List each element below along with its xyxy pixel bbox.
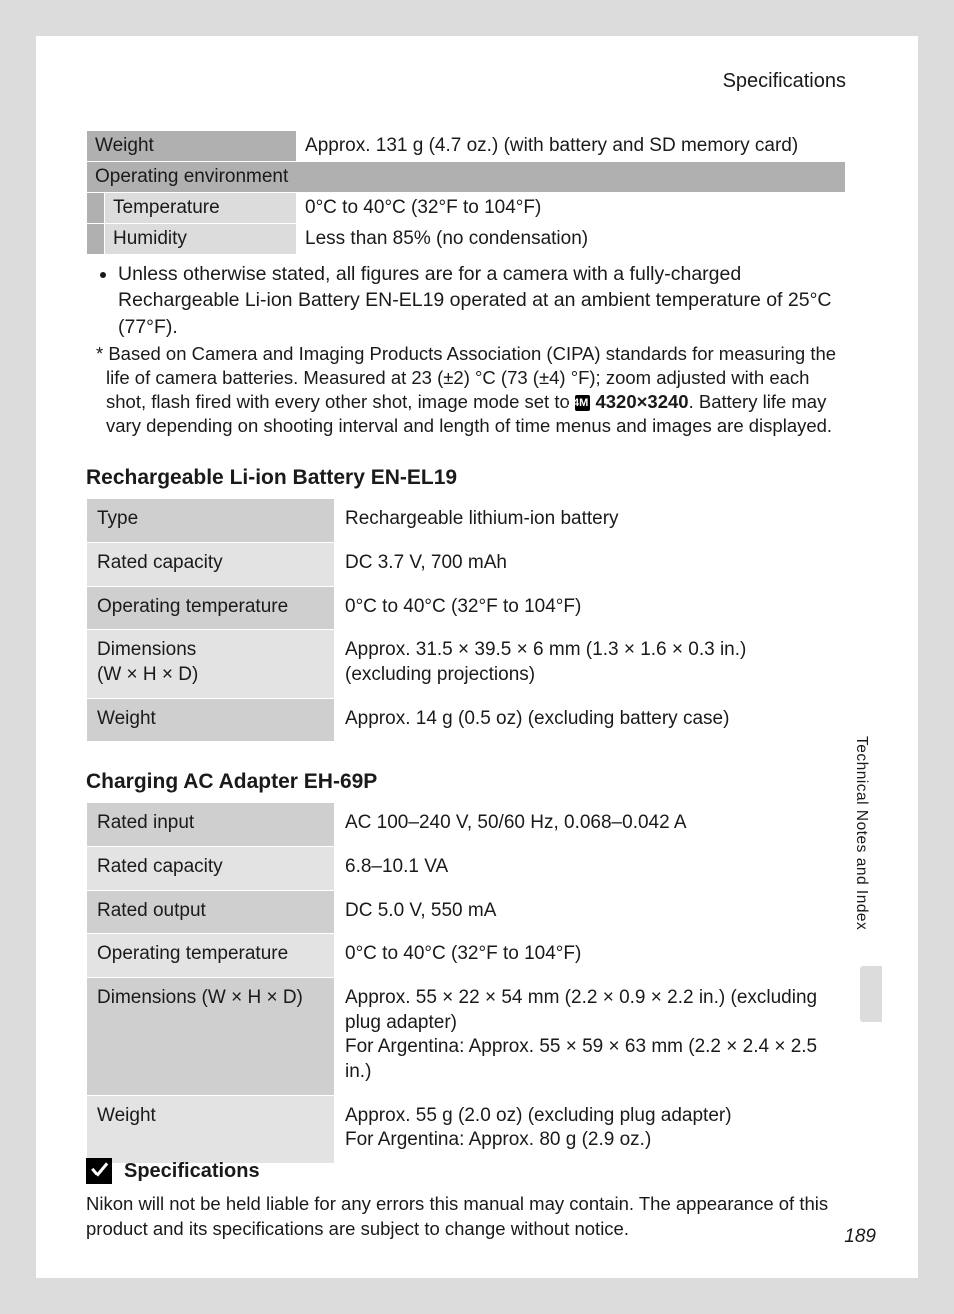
table-row-label: Temperature xyxy=(105,193,297,224)
footer-heading-text: Specifications xyxy=(124,1160,260,1183)
table-row-label: Dimensions (W × H × D) xyxy=(87,978,335,1096)
table-row-value: Approx. 131 g (4.7 oz.) (with battery an… xyxy=(297,131,846,162)
battery-spec-table: TypeRechargeable lithium-ion batteryRate… xyxy=(86,498,846,742)
asterisk-note: * Based on Camera and Imaging Products A… xyxy=(86,342,846,438)
page-number: 189 xyxy=(844,1226,876,1248)
footer-heading: Specifications xyxy=(86,1158,846,1184)
sidebar-section-label: Technical Notes and Index xyxy=(852,736,870,930)
table-row-label: Operating temperature xyxy=(87,586,335,630)
content-area: WeightApprox. 131 g (4.7 oz.) (with batt… xyxy=(86,130,846,1164)
table-row-label: Operating temperature xyxy=(87,934,335,978)
table-row-value: DC 5.0 V, 550 mA xyxy=(335,890,846,934)
table-row-label: Rated capacity xyxy=(87,846,335,890)
adapter-spec-table: Rated inputAC 100–240 V, 50/60 Hz, 0.068… xyxy=(86,802,846,1164)
table-row-value: Less than 85% (no condensation) xyxy=(297,224,846,255)
table-indent-cell xyxy=(87,224,105,255)
table-row-value: Approx. 55 g (2.0 oz) (excluding plug ad… xyxy=(335,1095,846,1163)
table-row-value: Approx. 55 × 22 × 54 mm (2.2 × 0.9 × 2.2… xyxy=(335,978,846,1096)
top-spec-table: WeightApprox. 131 g (4.7 oz.) (with batt… xyxy=(86,130,846,255)
page-header: Specifications xyxy=(723,70,846,93)
table-row-label: Rated capacity xyxy=(87,542,335,586)
table-indent-cell xyxy=(87,193,105,224)
table-row-label: Rated output xyxy=(87,890,335,934)
table-row-label: Weight xyxy=(87,1095,335,1163)
table-row-label: Humidity xyxy=(105,224,297,255)
table-row-label: Weight xyxy=(87,698,335,742)
asterisk-note-bold: 4320×3240 xyxy=(595,391,688,412)
table-row-value: Approx. 31.5 × 39.5 × 6 mm (1.3 × 1.6 × … xyxy=(335,630,846,698)
check-box-icon xyxy=(86,1158,112,1184)
footer-block: Specifications Nikon will not be held li… xyxy=(86,1158,846,1242)
thumb-index-tab xyxy=(860,966,882,1022)
table-row-value: 0°C to 40°C (32°F to 104°F) xyxy=(297,193,846,224)
table-row-label: Weight xyxy=(87,131,297,162)
table-row-label: Type xyxy=(87,499,335,543)
table-row-value: Approx. 14 g (0.5 oz) (excluding battery… xyxy=(335,698,846,742)
bullet-note: Unless otherwise stated, all figures are… xyxy=(118,261,846,340)
table-row-value: 0°C to 40°C (32°F to 104°F) xyxy=(335,586,846,630)
footer-text: Nikon will not be held liable for any er… xyxy=(86,1192,846,1242)
table-row-value: AC 100–240 V, 50/60 Hz, 0.068–0.042 A xyxy=(335,803,846,847)
table-row-value: 0°C to 40°C (32°F to 104°F) xyxy=(335,934,846,978)
table-row-value: 6.8–10.1 VA xyxy=(335,846,846,890)
table-row-value: Rechargeable lithium-ion battery xyxy=(335,499,846,543)
battery-section-title: Rechargeable Li-ion Battery EN-EL19 xyxy=(86,466,846,490)
table-row-value: DC 3.7 V, 700 mAh xyxy=(335,542,846,586)
image-mode-badge-icon: 14M xyxy=(575,395,590,411)
table-row-label: Rated input xyxy=(87,803,335,847)
table-row-label: Dimensions (W × H × D) xyxy=(87,630,335,698)
notes-block: Unless otherwise stated, all figures are… xyxy=(86,261,846,438)
adapter-section-title: Charging AC Adapter EH-69P xyxy=(86,770,846,794)
table-row-label: Operating environment xyxy=(87,162,846,193)
page: Specifications WeightApprox. 131 g (4.7 … xyxy=(36,36,918,1278)
